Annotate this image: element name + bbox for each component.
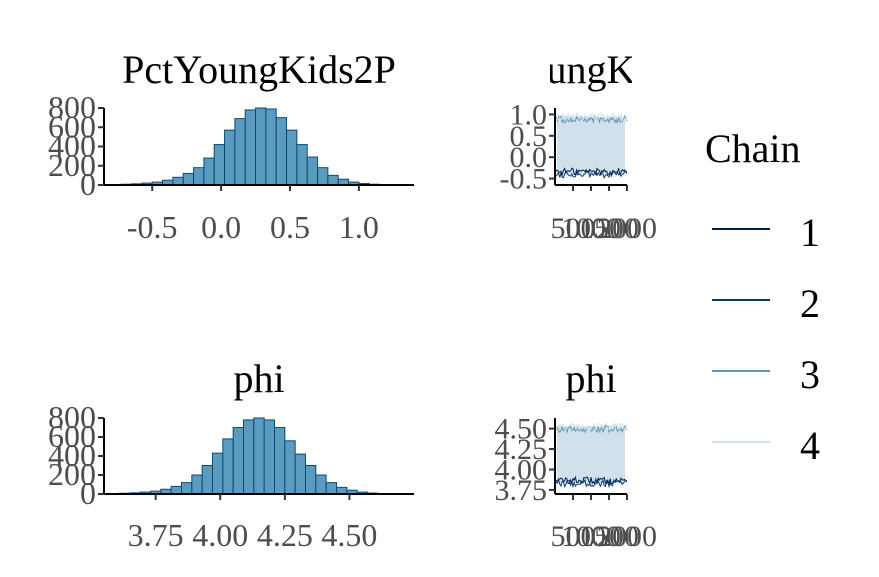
y-tick-label: 4.25	[495, 433, 548, 466]
x-tick-label: 500	[551, 212, 596, 245]
histogram-bar	[244, 109, 257, 186]
x-tick-label: 1500	[579, 212, 639, 245]
histogram-bar	[201, 465, 214, 495]
histogram-bar	[222, 438, 234, 495]
histogram-bar	[317, 167, 329, 186]
histogram-bar	[224, 129, 236, 186]
trace-line-chain-3	[554, 114, 628, 125]
histogram-bar	[212, 452, 224, 495]
histogram-bar	[315, 474, 327, 495]
x-tick-label: 1000	[561, 520, 621, 553]
x-tick-label: -0.5	[127, 209, 178, 245]
y-tick-label: 3.75	[495, 474, 548, 507]
histogram-bar	[306, 156, 319, 186]
trace-line-chain-2	[554, 478, 628, 489]
y-tick-label: 200	[48, 456, 96, 492]
y-tick-label: 0	[80, 475, 96, 511]
x-tick-label: 0.5	[270, 209, 310, 245]
x-tick-label: 1500	[579, 520, 639, 553]
legend: Chain 1 2 3 4	[705, 126, 820, 468]
x-tick-label: 3.75	[128, 517, 184, 553]
histogram-bar	[213, 144, 226, 186]
histogram-bar	[172, 176, 184, 186]
y-tick-label: 400	[48, 128, 96, 164]
histogram-bar	[203, 157, 215, 186]
y-tick-label: 4.50	[495, 413, 548, 446]
histogram-bar	[296, 144, 308, 186]
histogram-bar	[193, 167, 205, 186]
legend-label-chain-3: 3	[800, 352, 820, 397]
trace-band	[557, 426, 625, 484]
legend-label-chain-4: 4	[800, 423, 820, 468]
y-tick-label: 600	[48, 418, 96, 454]
histogram-bar	[234, 118, 246, 186]
histogram-bar	[265, 108, 277, 186]
panel-title: phi	[233, 356, 284, 401]
y-tick-label: -0.5	[500, 163, 548, 196]
histogram-bar	[191, 474, 203, 495]
histogram-bar	[327, 174, 339, 186]
histogram-bar	[263, 419, 275, 495]
x-tick-label: 2000	[597, 520, 657, 553]
x-tick-label: 4.50	[321, 517, 377, 553]
trace-line-chain-4	[554, 421, 628, 432]
y-tick-label: 800	[48, 89, 96, 125]
histogram-bar	[255, 107, 267, 186]
legend-label-chain-1: 1	[800, 210, 820, 255]
y-tick-label: 1.0	[510, 98, 548, 131]
y-tick-label: 0.5	[510, 120, 548, 153]
panel-title: PctYoungKids2P	[122, 47, 396, 92]
histogram-bar	[294, 453, 306, 495]
x-tick-label: 1000	[561, 212, 621, 245]
y-tick-label: 0	[80, 166, 96, 202]
y-tick-label: 400	[48, 437, 96, 473]
x-tick-label: 2000	[597, 212, 657, 245]
panel-title: ungK	[547, 47, 636, 92]
histogram-bar	[275, 117, 288, 186]
histogram-bar	[181, 482, 193, 495]
histogram-bar	[182, 172, 195, 186]
panel-title: phi	[565, 356, 616, 401]
x-tick-label: 500	[551, 520, 596, 553]
trace-line-chain-4	[554, 111, 628, 122]
histogram-bar	[243, 419, 255, 495]
x-tick-label: 4.25	[257, 517, 313, 553]
x-tick-label: 4.00	[192, 517, 248, 553]
histogram-bar	[170, 485, 183, 495]
trace-band	[557, 116, 625, 175]
histogram-bar	[305, 465, 317, 495]
y-tick-label: 200	[48, 147, 96, 183]
y-tick-label: 0.0	[510, 141, 548, 174]
x-tick-label: 1.0	[339, 209, 379, 245]
y-tick-label: 800	[48, 399, 96, 435]
histogram-bar	[284, 440, 296, 495]
legend-title: Chain	[705, 126, 801, 171]
y-tick-label: 600	[48, 108, 96, 144]
trace-line-chain-2	[554, 169, 628, 180]
x-tick-label: 0.0	[201, 209, 241, 245]
histogram-bar	[286, 129, 298, 186]
legend-label-chain-2: 2	[800, 281, 820, 326]
y-tick-label: 4.00	[495, 453, 548, 486]
histogram-bar	[325, 482, 337, 495]
histogram-bar	[274, 427, 286, 495]
histogram-bar	[253, 417, 265, 495]
histogram-bar	[232, 427, 245, 495]
